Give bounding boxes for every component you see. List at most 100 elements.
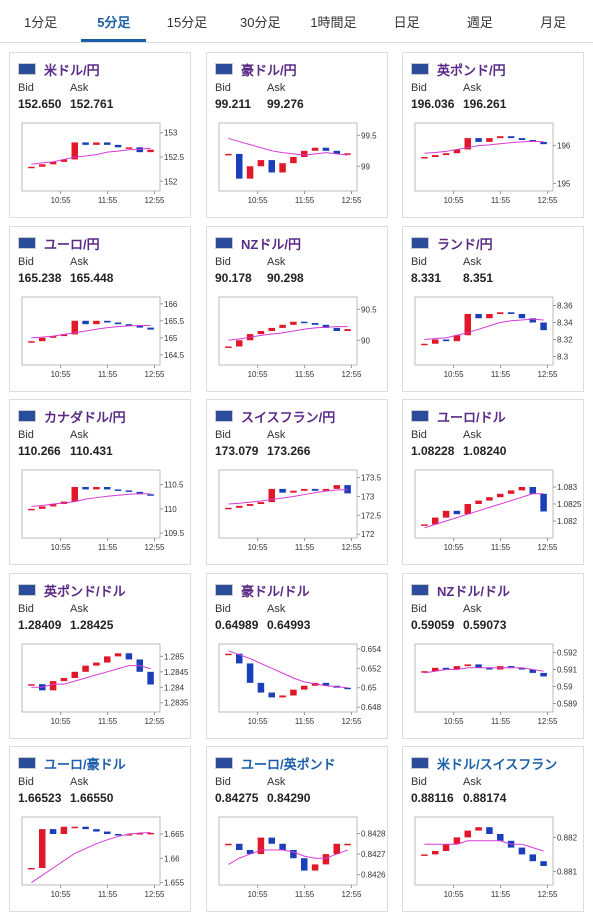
rate-card[interactable]: 米ドル/円 Bid Ask 152.650 152.761 152 152.5 153 10:5… xyxy=(9,52,191,218)
pair-title: スイスフラン/円 xyxy=(241,410,336,425)
candle xyxy=(486,138,493,142)
x-tick-label: 12:55 xyxy=(341,890,362,899)
ask-label: Ask xyxy=(463,256,482,268)
candle xyxy=(147,149,154,153)
y-tick-label: 173.5 xyxy=(361,474,382,483)
candle xyxy=(540,322,547,331)
y-tick-label: 110.5 xyxy=(164,481,184,490)
bid-value: 173.079 xyxy=(215,444,259,458)
y-tick-label: 1.2845 xyxy=(164,668,189,677)
candle xyxy=(311,488,319,491)
tab[interactable]: 15分足 xyxy=(166,15,208,30)
candle xyxy=(529,318,536,323)
candle xyxy=(82,320,89,325)
rate-card[interactable]: 米ドル/スイスフラン Bid Ask 0.88116 0.88174 0.881 0.882… xyxy=(402,746,584,912)
y-tick-label: 166 xyxy=(164,300,178,309)
pair-title: 米ドル/スイスフラン xyxy=(437,757,558,772)
candle xyxy=(236,843,243,850)
candle xyxy=(322,682,330,686)
candle xyxy=(104,320,111,323)
rate-card[interactable]: 英ポンド/ドル Bid Ask 1.28409 1.28425 1.2835 1.284 1.… xyxy=(9,573,191,739)
candle xyxy=(333,843,340,855)
candle xyxy=(453,666,461,670)
rate-card[interactable]: 英ポンド/円 Bid Ask 196.036 196.261 195 196 10:55 11:… xyxy=(402,52,584,218)
flag-icon xyxy=(18,237,36,249)
x-tick-label: 10:55 xyxy=(444,196,465,205)
rate-card[interactable]: スイスフラン/円 Bid Ask 173.079 173.266 172 172.5 173 1… xyxy=(206,399,388,565)
candle xyxy=(486,667,493,670)
moving-average xyxy=(424,667,544,674)
rate-card[interactable]: 豪ドル/ドル Bid Ask 0.64989 0.64993 0.648 0.65 0.652… xyxy=(206,573,388,739)
tab[interactable]: 5分足 xyxy=(81,0,147,42)
rate-card[interactable]: 豪ドル/円 Bid Ask 99.211 99.276 99 99.5 10:55 11:55 1… xyxy=(206,52,388,218)
x-tick-label: 11:55 xyxy=(295,543,315,552)
tab[interactable]: 30分足 xyxy=(239,15,281,30)
tab[interactable]: 週足 xyxy=(466,15,493,30)
x-tick-label: 10:55 xyxy=(248,370,269,379)
mini-chart: 90 90.5 10:55 11:55 12:55 xyxy=(218,296,377,379)
ask-label: Ask xyxy=(267,776,286,788)
y-tick-label: 196 xyxy=(557,142,571,151)
candle xyxy=(311,864,319,871)
candle xyxy=(39,164,46,167)
mini-chart: 172 172.5 173 173.5 10:55 11:55 12:55 xyxy=(218,469,382,552)
x-tick-label: 11:55 xyxy=(98,890,118,899)
mini-chart: 1.2835 1.284 1.2845 1.285 10:55 11:55 12:55 xyxy=(21,643,189,726)
candle xyxy=(257,682,265,693)
y-tick-label: 1.284 xyxy=(164,683,185,692)
candle xyxy=(60,678,68,682)
rate-card[interactable]: NZドル/ドル Bid Ask 0.59059 0.59073 0.589 0.59 0.59… xyxy=(402,573,584,739)
mini-chart: 1.655 1.66 1.665 10:55 11:55 12:55 xyxy=(21,816,185,899)
rate-card[interactable]: ランド/円 Bid Ask 8.331 8.351 8.3 8.32 8.34 8.36 10:5… xyxy=(402,226,584,392)
candle xyxy=(301,488,308,491)
candle xyxy=(507,312,515,314)
rate-card[interactable]: カナダドル/円 Bid Ask 110.266 110.431 109.5 110 110.5… xyxy=(9,399,191,565)
x-tick-label: 10:55 xyxy=(444,370,465,379)
candle xyxy=(540,493,547,512)
rate-card[interactable]: NZドル/円 Bid Ask 90.178 90.298 90 90.5 10:55 11:55… xyxy=(206,226,388,392)
ask-label: Ask xyxy=(70,603,89,615)
candle xyxy=(93,487,100,490)
rate-card[interactable]: ユーロ/英ポンド Bid Ask 0.84275 0.84290 0.8426 0.8427… xyxy=(206,746,388,912)
x-tick-label: 12:55 xyxy=(537,717,558,726)
candle xyxy=(236,153,243,179)
bid-value: 1.08228 xyxy=(411,444,455,458)
bid-label: Bid xyxy=(411,82,427,94)
ask-value: 1.28425 xyxy=(70,618,114,632)
y-tick-label: 1.655 xyxy=(164,879,185,888)
pair-title: 豪ドル/ドル xyxy=(241,584,310,599)
candle xyxy=(268,837,275,844)
ask-value: 110.431 xyxy=(70,444,113,458)
x-tick-label: 11:55 xyxy=(491,543,511,552)
ask-value: 0.59073 xyxy=(463,618,507,632)
ask-value: 0.88174 xyxy=(463,791,507,805)
tab[interactable]: 日足 xyxy=(393,15,420,30)
moving-average xyxy=(31,325,151,339)
mini-chart: 0.648 0.65 0.652 0.654 10:55 11:55 12:55 xyxy=(218,643,382,726)
plot-frame xyxy=(21,296,161,366)
tab[interactable]: 1時間足 xyxy=(310,15,357,30)
y-tick-label: 1.082 xyxy=(557,517,578,526)
candle xyxy=(464,504,471,515)
y-tick-label: 1.0825 xyxy=(557,500,582,509)
y-tick-label: 152 xyxy=(164,177,178,186)
candle xyxy=(442,667,450,670)
y-tick-label: 0.589 xyxy=(557,700,578,709)
bid-label: Bid xyxy=(18,603,34,615)
candle xyxy=(311,322,319,325)
rate-card[interactable]: ユーロ/円 Bid Ask 165.238 165.448 164.5 165 165.5 16… xyxy=(9,226,191,392)
tab[interactable]: 月足 xyxy=(540,15,567,30)
candle xyxy=(464,314,471,336)
candle xyxy=(497,136,504,139)
ask-label: Ask xyxy=(267,82,286,94)
candle xyxy=(125,490,133,492)
candle xyxy=(279,488,286,493)
mini-chart: 8.3 8.32 8.34 8.36 10:55 11:55 12:55 xyxy=(414,296,573,379)
bid-value: 165.238 xyxy=(18,271,62,285)
candle xyxy=(322,488,330,491)
ask-value: 99.276 xyxy=(267,97,304,111)
rate-card[interactable]: ユーロ/豪ドル Bid Ask 1.66523 1.66550 1.655 1.66 1.66… xyxy=(9,746,191,912)
candle xyxy=(257,502,265,504)
tab[interactable]: 1分足 xyxy=(23,15,58,30)
rate-card[interactable]: ユーロ/ドル Bid Ask 1.08228 1.08240 1.082 1.0825 1.0… xyxy=(402,399,584,565)
